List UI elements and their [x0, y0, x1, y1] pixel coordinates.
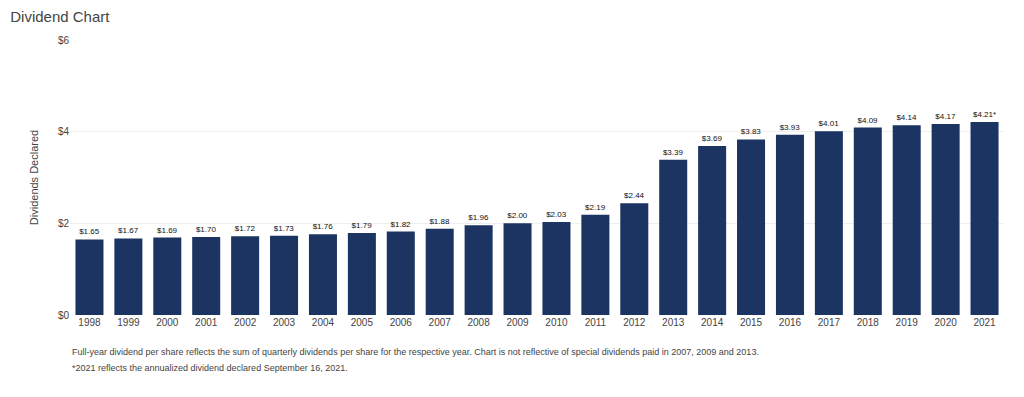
svg-text:$6: $6: [58, 35, 70, 46]
svg-text:$1.67: $1.67: [118, 226, 139, 235]
svg-text:$1.82: $1.82: [391, 220, 412, 229]
svg-text:$4.21*: $4.21*: [973, 110, 996, 119]
svg-text:$4.01: $4.01: [819, 119, 840, 128]
svg-text:2013: 2013: [662, 317, 685, 328]
svg-text:$2.03: $2.03: [546, 210, 567, 219]
svg-text:2003: 2003: [273, 317, 296, 328]
svg-text:Dividends Declared: Dividends Declared: [28, 130, 40, 225]
svg-text:*2021 reflects the annualized: *2021 reflects the annualized dividend d…: [72, 363, 348, 373]
svg-text:2011: 2011: [585, 317, 607, 328]
svg-text:Dividend Chart: Dividend Chart: [10, 8, 110, 25]
svg-text:2020: 2020: [935, 317, 958, 328]
svg-text:2004: 2004: [312, 317, 335, 328]
svg-text:$0: $0: [58, 310, 70, 321]
svg-text:$3.83: $3.83: [741, 127, 762, 136]
svg-text:$1.96: $1.96: [468, 213, 489, 222]
svg-text:2007: 2007: [429, 317, 452, 328]
svg-text:2012: 2012: [623, 317, 646, 328]
svg-text:$1.69: $1.69: [157, 226, 178, 235]
svg-text:2009: 2009: [506, 317, 529, 328]
svg-text:2014: 2014: [701, 317, 724, 328]
svg-text:$2: $2: [58, 218, 70, 229]
svg-text:$4: $4: [58, 126, 70, 137]
svg-text:$1.73: $1.73: [274, 224, 295, 233]
svg-text:2000: 2000: [156, 317, 179, 328]
svg-text:2019: 2019: [896, 317, 919, 328]
svg-text:$2.19: $2.19: [585, 203, 606, 212]
svg-text:2010: 2010: [545, 317, 568, 328]
svg-text:$1.76: $1.76: [313, 222, 334, 231]
svg-text:2008: 2008: [467, 317, 490, 328]
svg-text:$4.09: $4.09: [858, 116, 879, 125]
svg-text:2016: 2016: [779, 317, 802, 328]
svg-text:$4.17: $4.17: [935, 112, 956, 121]
svg-text:$4.14: $4.14: [896, 113, 917, 122]
svg-text:$3.93: $3.93: [780, 123, 801, 132]
svg-text:$2.00: $2.00: [507, 211, 528, 220]
svg-text:2001: 2001: [195, 317, 218, 328]
svg-text:2015: 2015: [740, 317, 763, 328]
svg-text:$2.44: $2.44: [624, 191, 645, 200]
svg-text:$1.79: $1.79: [352, 221, 373, 230]
svg-text:2006: 2006: [390, 317, 413, 328]
svg-text:2005: 2005: [351, 317, 374, 328]
svg-text:$1.88: $1.88: [429, 217, 450, 226]
svg-text:$3.39: $3.39: [663, 148, 684, 157]
svg-text:$1.65: $1.65: [79, 227, 100, 236]
svg-text:2021: 2021: [973, 317, 996, 328]
svg-text:1999: 1999: [117, 317, 140, 328]
svg-text:2002: 2002: [234, 317, 257, 328]
svg-text:2017: 2017: [818, 317, 841, 328]
svg-text:$3.69: $3.69: [702, 134, 723, 143]
svg-text:2018: 2018: [857, 317, 880, 328]
svg-text:$1.70: $1.70: [196, 225, 217, 234]
svg-text:Full-year dividend per share r: Full-year dividend per share reflects th…: [72, 347, 759, 357]
svg-text:$1.72: $1.72: [235, 224, 256, 233]
svg-text:1998: 1998: [78, 317, 101, 328]
